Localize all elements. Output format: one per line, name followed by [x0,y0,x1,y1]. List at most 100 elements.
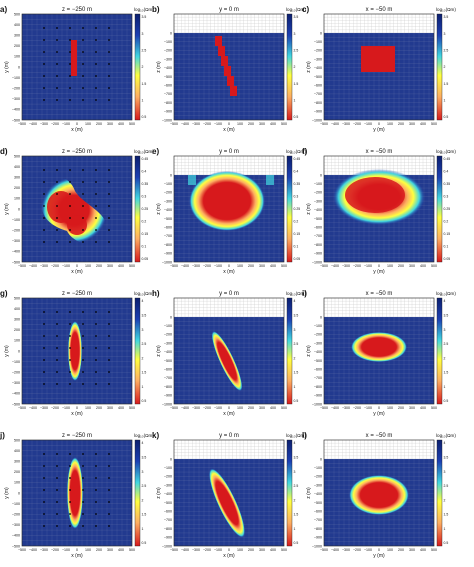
y-tick-label: −200 [12,371,20,375]
station-dot [82,477,84,479]
station-dot [82,39,84,41]
colorbar-label: log₁₀(Ωm) [436,149,456,154]
y-tick-label: −800 [314,385,322,389]
station-dot [108,359,110,361]
colorbar-tick-label: 1 [444,385,446,389]
station-dot [108,229,110,231]
station-dot [82,371,84,373]
x-tick-label: 500 [129,122,135,126]
panel-title: x = −50 m [366,433,393,439]
y-tick-label: −800 [314,243,322,247]
colorbar-tick-label: 1.5 [294,371,299,375]
x-tick-label: −400 [181,264,189,268]
x-tick-label: 500 [281,122,287,126]
x-tick-label: 0 [76,406,78,410]
station-dot [43,525,45,527]
y-tick-label: 500 [14,154,20,158]
station-dot [43,347,45,349]
colorbar-tick-label: 0.45 [294,157,301,161]
y-tick-label: −900 [314,110,322,114]
station-dot [56,205,58,207]
plot-frame [21,297,133,405]
x-tick-label: 100 [387,122,393,126]
x-tick-label: −400 [29,264,37,268]
x-tick-label: 400 [420,264,426,268]
y-tick-label: −300 [314,341,322,345]
colorbar-tick-label: 2 [294,498,296,502]
y-tick-label: −500 [164,359,172,363]
colorbar-tick-label: 1 [142,527,144,531]
colorbar-tick-label: 0.3 [444,195,449,199]
colorbar-tick-label: 2 [142,356,144,360]
panel-label: e) [152,147,159,156]
station-dot [95,75,97,77]
x-tick-label: −500 [320,406,328,410]
y-tick-label: 0 [170,315,172,319]
x-tick-label: 200 [248,548,254,552]
colorbar-tick-label: 1 [142,385,144,389]
colorbar-tick-label: 0.2 [142,220,147,224]
x-tick-label: −400 [29,122,37,126]
colorbar-tick-label: 0.5 [294,399,299,403]
colorbar [134,13,141,121]
y-tick-label: 0 [170,173,172,177]
y-tick-label: −300 [12,97,20,101]
x-tick-label: −500 [320,264,328,268]
colorbar-tick-label: 3 [142,470,144,474]
x-tick-label: 200 [398,548,404,552]
station-dot [56,181,58,183]
station-dot [82,27,84,29]
colorbar-tick-label: 2 [294,65,296,69]
y-tick-label: −300 [164,199,172,203]
station-dot [82,51,84,53]
station-dot [43,39,45,41]
colorbar-tick-label: 0.5 [142,541,147,545]
colorbar-tick-label: 1.5 [444,82,449,86]
x-tick-label: −500 [320,122,328,126]
x-tick-label: −400 [181,548,189,552]
x-tick-label: −100 [364,122,372,126]
colorbar-tick-label: 0.5 [142,115,147,119]
x-tick-label: −200 [51,122,59,126]
station-dot [69,513,71,515]
y-tick-label: 400 [14,449,20,453]
station-dot [56,477,58,479]
colorbar [286,297,293,405]
panel-h: h) y = 0 m log₁₀(Ωm)−500 −400 −300 −200 −100 0 1… [152,289,306,417]
colorbar-tick-label: 0.35 [444,182,451,186]
y-tick-label: −500 [314,75,322,79]
colorbar-tick-label: 0.25 [142,207,149,211]
station-dot [69,27,71,29]
station-dot [95,63,97,65]
anomaly-core [345,177,405,213]
colorbar-label: log₁₀(Ωm) [134,291,154,296]
station-dot [82,193,84,195]
x-tick-label: −200 [51,264,59,268]
colorbar-tick-label: 0.15 [142,232,149,236]
colorbar-tick-label: 0.4 [294,170,299,174]
colorbar-label: log₁₀(Ωm) [436,7,456,12]
station-dot [82,63,84,65]
panel-title: y = 0 m [219,433,239,439]
colorbar-tick-label: 1.5 [142,82,147,86]
y-tick-label: −500 [12,118,20,122]
station-dot [56,63,58,65]
y-axis-label: z (m) [306,487,312,499]
station-dot [95,465,97,467]
panel-label: j) [0,431,5,440]
y-tick-label: −900 [314,394,322,398]
x-tick-label: −200 [203,548,211,552]
y-tick-label: −200 [314,49,322,53]
colorbar-tick-label: 0.4 [444,170,449,174]
colorbar-tick-label: 1.5 [294,82,299,86]
y-tick-label: −700 [314,92,322,96]
station-dot [56,489,58,491]
station-dot [69,525,71,527]
station-dot [82,87,84,89]
station-dot [69,217,71,219]
x-tick-label: 300 [409,548,415,552]
station-dot [69,241,71,243]
x-tick-label: −300 [192,122,200,126]
x-tick-label: −200 [353,406,361,410]
station-dot [95,501,97,503]
